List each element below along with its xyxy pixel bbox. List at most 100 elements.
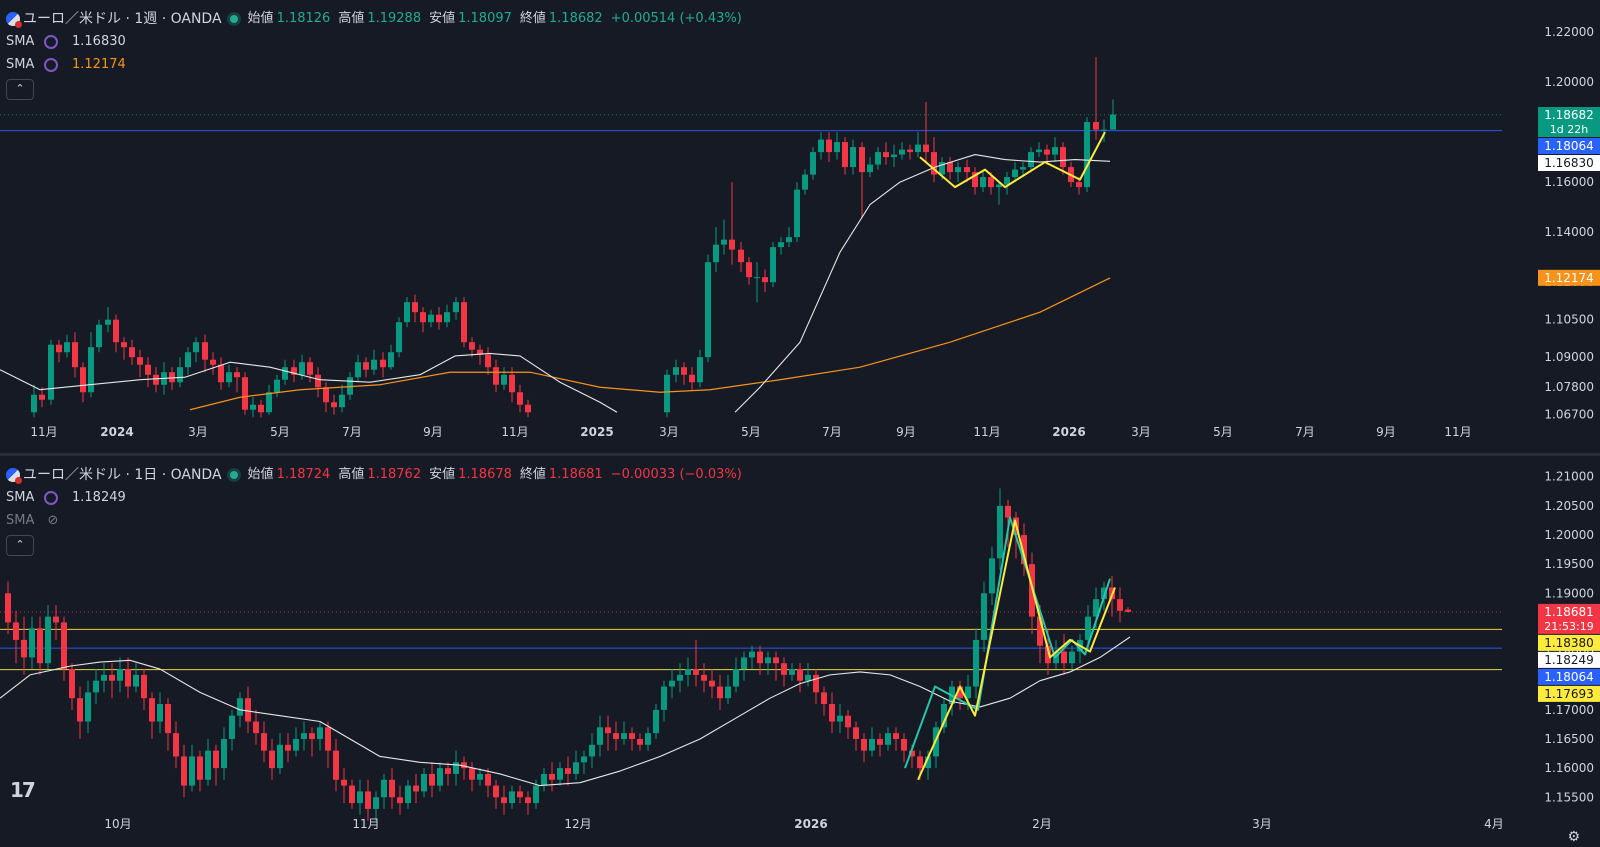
x-tick-label: 3月 <box>188 425 208 439</box>
candle-up <box>891 154 897 158</box>
weekly-chart-pane[interactable]: 1.220001.200001.180001.160001.140001.120… <box>0 0 1600 453</box>
sma-daily-row[interactable]: SMA 1.18249 <box>6 486 750 509</box>
candle-down <box>773 657 779 664</box>
sma-slow-line <box>189 277 1111 411</box>
low-value: 1.18678 <box>458 466 512 482</box>
candle-up <box>850 147 856 168</box>
candle-down <box>341 779 347 786</box>
candle-up <box>885 733 891 745</box>
sma-fast-row[interactable]: SMA 1.16830 <box>6 30 750 53</box>
change-value: +0.00514 (+0.43%) <box>610 10 742 26</box>
close-value: 1.18682 <box>548 10 603 26</box>
pane-divider[interactable] <box>0 453 1600 456</box>
weekly-title[interactable]: ユーロ／米ドル · 1週 · OANDA <box>23 10 222 27</box>
candle-down <box>469 342 475 350</box>
candle-up <box>405 785 411 804</box>
candle-down <box>485 773 491 786</box>
daily-chart-pane[interactable]: 1.210001.205001.200001.195001.190001.185… <box>0 456 1600 847</box>
candle-down <box>145 364 151 375</box>
sma-hidden-row[interactable]: SMA ⊘ <box>6 509 750 532</box>
candle-up <box>705 262 711 358</box>
candle-down <box>517 791 523 798</box>
low-label: 安値 <box>429 466 456 482</box>
x-tick-label: 2026 <box>1052 425 1085 439</box>
candle-down <box>757 651 763 664</box>
collapse-legend-button[interactable]: ⌃ <box>6 79 34 100</box>
candle-up <box>589 744 595 757</box>
candle-down <box>485 354 491 368</box>
price-label-text: 1.12174 <box>1544 271 1594 285</box>
candle-down <box>525 797 531 804</box>
candle-up <box>741 657 747 670</box>
candle-up <box>88 347 94 393</box>
candle-down <box>1021 535 1027 565</box>
sma-slow-value: 1.12174 <box>72 56 126 72</box>
candle-down <box>781 663 787 675</box>
candle-down <box>681 367 687 375</box>
candle-down <box>859 147 865 173</box>
candle-down <box>242 377 248 410</box>
candle-down <box>1125 609 1131 612</box>
candle-down <box>629 733 635 739</box>
candle-up <box>533 785 539 804</box>
candle-down <box>883 152 889 158</box>
candle-up <box>557 768 563 780</box>
candle-down <box>909 750 915 757</box>
sma-fast-name: SMA <box>6 33 35 49</box>
sma-settings-icon[interactable] <box>44 34 58 49</box>
candle-down <box>972 172 978 188</box>
candle-up <box>221 738 227 769</box>
daily-chart-canvas[interactable]: 1.210001.205001.200001.195001.190001.185… <box>0 456 1600 847</box>
candle-up <box>193 342 199 353</box>
x-tick-label: 12月 <box>564 817 591 831</box>
candle-down <box>853 727 859 739</box>
candle-up <box>915 144 921 153</box>
candle-up <box>133 674 139 687</box>
sma-slow-row[interactable]: SMA 1.12174 <box>6 53 750 76</box>
candle-down <box>129 347 135 358</box>
price-label-text: 1.16830 <box>1544 156 1594 170</box>
y-tick-label: 1.20500 <box>1544 499 1594 513</box>
sma-settings-icon[interactable] <box>44 490 58 505</box>
candle-down <box>69 669 75 699</box>
x-tick-label: 5月 <box>270 425 290 439</box>
weekly-chart-canvas[interactable]: 1.220001.200001.180001.160001.140001.120… <box>0 0 1600 453</box>
daily-legend: ユーロ／米ドル · 1日 · OANDA 始値 1.18724 高値 1.18762… <box>6 463 750 556</box>
candle-down <box>21 639 27 658</box>
candle-down <box>413 785 419 792</box>
candle-up <box>810 152 816 175</box>
candle-down <box>363 362 369 370</box>
candle-up <box>501 374 507 385</box>
x-tick-label: 2025 <box>580 425 613 439</box>
candle-down <box>1060 147 1066 168</box>
candle-down <box>218 364 224 383</box>
open-value: 1.18126 <box>276 10 331 26</box>
candle-down <box>181 756 187 786</box>
y-tick-label: 1.16000 <box>1544 761 1594 775</box>
sma-settings-icon[interactable] <box>44 57 58 72</box>
sma-daily-value: 1.18249 <box>72 489 126 505</box>
candle-down <box>153 374 159 385</box>
candle-up <box>396 322 402 353</box>
candle-down <box>5 593 11 623</box>
price-label-badge <box>1538 634 1600 651</box>
daily-title[interactable]: ユーロ／米ドル · 1日 · OANDA <box>23 466 222 483</box>
candle-down <box>549 773 555 780</box>
candle-down <box>931 152 937 175</box>
price-label-text: 1.18064 <box>1544 670 1594 684</box>
x-tick-label: 9月 <box>896 425 916 439</box>
candle-up <box>1085 616 1091 640</box>
candle-up <box>250 404 256 410</box>
candle-up <box>818 139 824 153</box>
gear-icon[interactable]: ⚙ <box>1567 829 1580 845</box>
candle-up <box>237 698 243 716</box>
candle-up <box>347 377 353 395</box>
hidden-eye-icon[interactable]: ⊘ <box>47 512 59 528</box>
candle-up <box>282 367 288 380</box>
candle-down <box>637 738 643 745</box>
candle-up <box>664 374 670 413</box>
candle-down <box>173 733 179 757</box>
collapse-legend-button[interactable]: ⌃ <box>6 535 34 556</box>
candle-down <box>829 704 835 722</box>
candle-up <box>1084 122 1090 188</box>
